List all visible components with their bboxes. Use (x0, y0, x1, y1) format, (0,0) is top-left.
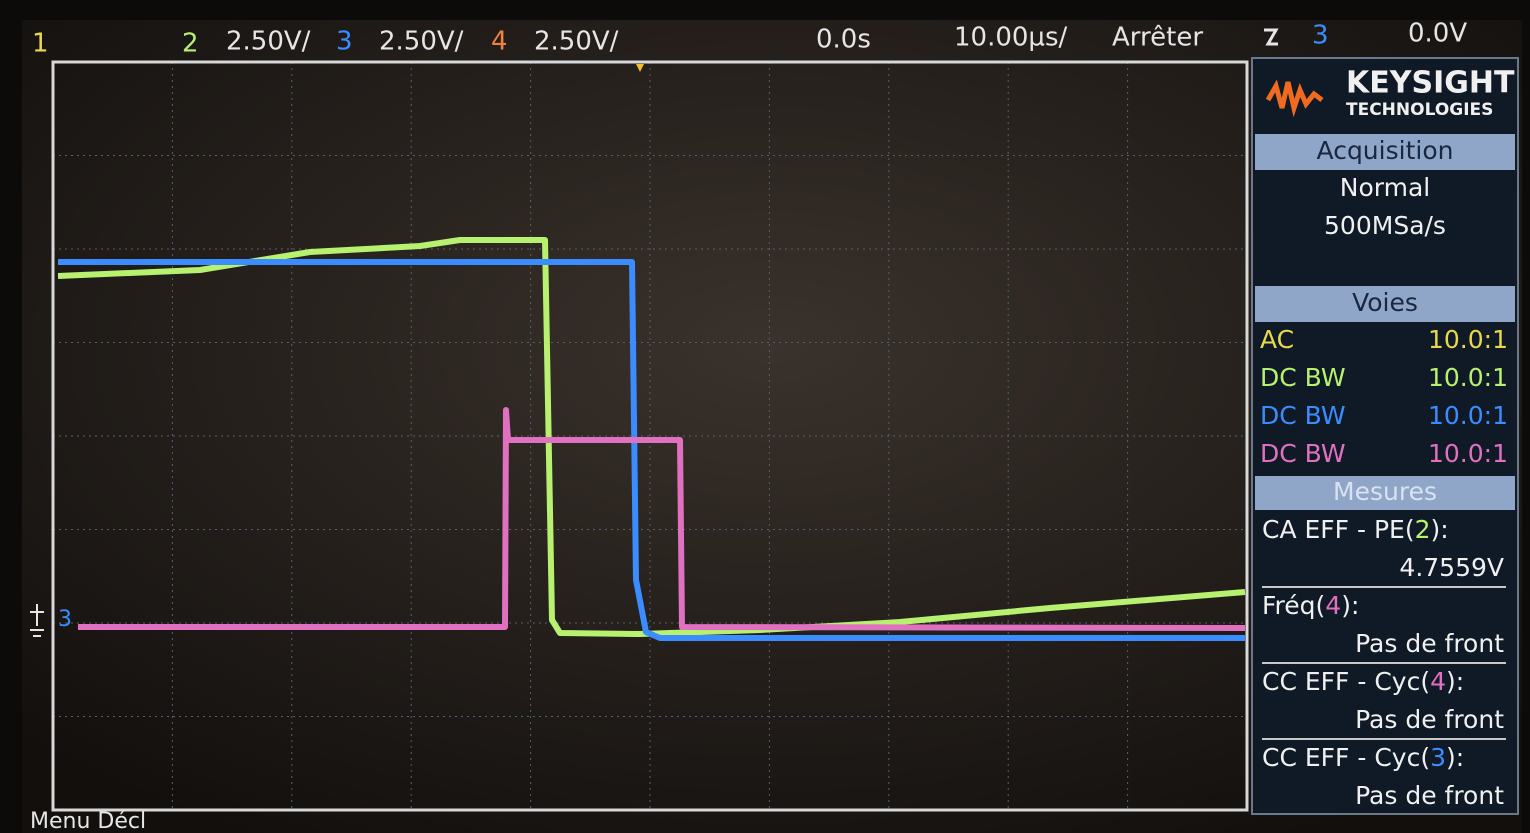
channel-scale: 2.50V/ (534, 27, 619, 57)
time-scale: 10.00µs/ (954, 23, 1068, 53)
label-suffix: ): (1431, 515, 1449, 544)
channel-probe: 10.0:1 (1428, 325, 1508, 354)
section-title: Voies (1352, 288, 1418, 317)
channel-coupling: DC BW (1260, 401, 1346, 430)
label-channel: 4 (1325, 591, 1341, 620)
channel-number: 3 (336, 27, 353, 57)
label-suffix: ): (1341, 591, 1359, 620)
channel-probe: 10.0:1 (1428, 363, 1508, 392)
section-title: Acquisition (1317, 136, 1454, 165)
channel-probe: 10.0:1 (1428, 401, 1508, 430)
channel-probe: 10.0:1 (1428, 439, 1508, 468)
label-suffix: ): (1446, 667, 1464, 696)
section-header[interactable] (1255, 286, 1515, 322)
label-suffix: ): (1446, 743, 1464, 772)
label-prefix: CC EFF - Cyc( (1262, 743, 1430, 772)
measurement-value: Pas de front (1355, 781, 1504, 810)
measurement-label: Fréq(4): (1262, 591, 1359, 620)
bottom-menu-label[interactable]: Menu Décl (30, 809, 146, 833)
channel-coupling: DC BW (1260, 439, 1346, 468)
label-prefix: CA EFF - PE( (1262, 515, 1415, 544)
measurement-value: Pas de front (1355, 629, 1504, 658)
trigger-icon (1264, 28, 1279, 46)
trigger-position-marker (636, 64, 644, 72)
graticule (53, 62, 1247, 810)
graticule-border (51, 60, 1249, 812)
measurement-label: CA EFF - PE(2): (1262, 515, 1449, 544)
trace-channel-2 (57, 237, 1246, 637)
acquisition-rate: 500MSa/s (1324, 211, 1446, 240)
channel-rows: AC 10.0:1 DC BW 10.0:1 DC BW 10.0:1 DC BW 10.0:… (1260, 325, 1508, 468)
ground-icon (30, 604, 44, 637)
run-state[interactable]: Arrêter (1112, 23, 1203, 53)
acquisition-mode: Normal (1340, 173, 1430, 202)
channel-coupling: DC BW (1260, 363, 1346, 392)
trace-channel-4 (78, 407, 1246, 631)
trigger-level: 0.0V (1408, 19, 1467, 49)
label-channel: 2 (1415, 515, 1431, 544)
measurement-value: Pas de front (1355, 705, 1504, 734)
measurement-value: 4.7559V (1399, 553, 1504, 582)
status-bar: 1 2 2.50V/ 3 2.50V/ 4 2.50V/ 0.0s 10.00µ… (32, 19, 1467, 59)
trace-channel-3 (58, 259, 1245, 641)
brand-logo (1265, 79, 1324, 118)
brand-name: KEYSIGHT (1346, 66, 1515, 101)
measurement-label: CC EFF - Cyc(4): (1262, 667, 1464, 696)
time-offset: 0.0s (816, 25, 871, 55)
channel-coupling: AC (1260, 325, 1294, 354)
label-channel: 4 (1430, 667, 1446, 696)
label-prefix: Fréq( (1262, 591, 1325, 620)
channel-number: 2 (182, 29, 199, 59)
section-header[interactable] (1255, 134, 1515, 170)
section-title: Mesures (1333, 477, 1437, 506)
channel-number: 4 (491, 27, 508, 57)
channel-scale: 2.50V/ (379, 27, 464, 57)
section-header[interactable] (1255, 476, 1515, 510)
trigger-channel: 3 (1312, 21, 1329, 51)
channel-scale: 2.50V/ (226, 27, 311, 57)
brand-sub: TECHNOLOGIES (1346, 100, 1493, 120)
channel-1-label: 1 (32, 29, 49, 59)
measurement-label: CC EFF - Cyc(3): (1262, 743, 1464, 772)
label-channel: 3 (1430, 743, 1446, 772)
ground-marker: 3 (58, 607, 72, 632)
side-panel (1251, 57, 1519, 815)
label-prefix: CC EFF - Cyc( (1262, 667, 1430, 696)
